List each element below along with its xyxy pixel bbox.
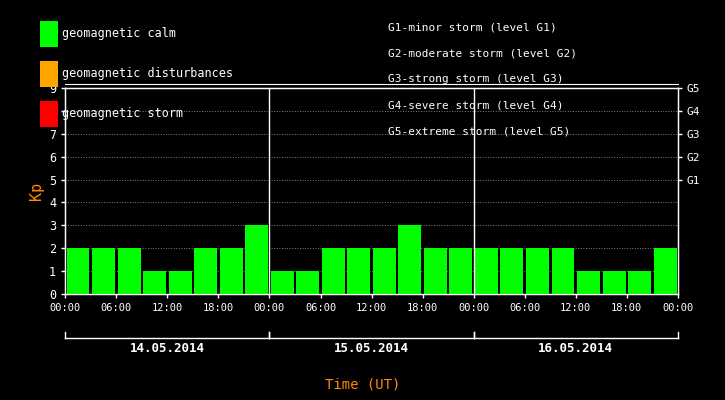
Text: geomagnetic calm: geomagnetic calm: [62, 28, 175, 40]
Text: geomagnetic disturbances: geomagnetic disturbances: [62, 68, 233, 80]
Y-axis label: Kp: Kp: [28, 182, 44, 200]
Bar: [628, 271, 651, 294]
Text: G4-severe storm (level G4): G4-severe storm (level G4): [388, 100, 563, 110]
Bar: [67, 248, 89, 294]
Bar: [347, 248, 370, 294]
Text: 14.05.2014: 14.05.2014: [130, 342, 205, 355]
Bar: [117, 248, 141, 294]
Bar: [500, 248, 523, 294]
Bar: [194, 248, 217, 294]
Bar: [322, 248, 345, 294]
Bar: [220, 248, 243, 294]
Bar: [424, 248, 447, 294]
Bar: [475, 248, 498, 294]
Bar: [552, 248, 574, 294]
Bar: [143, 271, 166, 294]
Bar: [297, 271, 319, 294]
Bar: [654, 248, 676, 294]
Text: G5-extreme storm (level G5): G5-extreme storm (level G5): [388, 126, 570, 136]
Bar: [450, 248, 473, 294]
Text: 16.05.2014: 16.05.2014: [538, 342, 613, 355]
Bar: [398, 225, 421, 294]
Text: 15.05.2014: 15.05.2014: [334, 342, 409, 355]
Text: Time (UT): Time (UT): [325, 378, 400, 392]
Bar: [526, 248, 549, 294]
Bar: [92, 248, 115, 294]
Bar: [245, 225, 268, 294]
Bar: [373, 248, 396, 294]
Bar: [270, 271, 294, 294]
Bar: [602, 271, 626, 294]
Text: G3-strong storm (level G3): G3-strong storm (level G3): [388, 74, 563, 84]
Bar: [577, 271, 600, 294]
Bar: [169, 271, 191, 294]
Text: G2-moderate storm (level G2): G2-moderate storm (level G2): [388, 48, 577, 58]
Text: geomagnetic storm: geomagnetic storm: [62, 108, 183, 120]
Text: G1-minor storm (level G1): G1-minor storm (level G1): [388, 22, 557, 32]
